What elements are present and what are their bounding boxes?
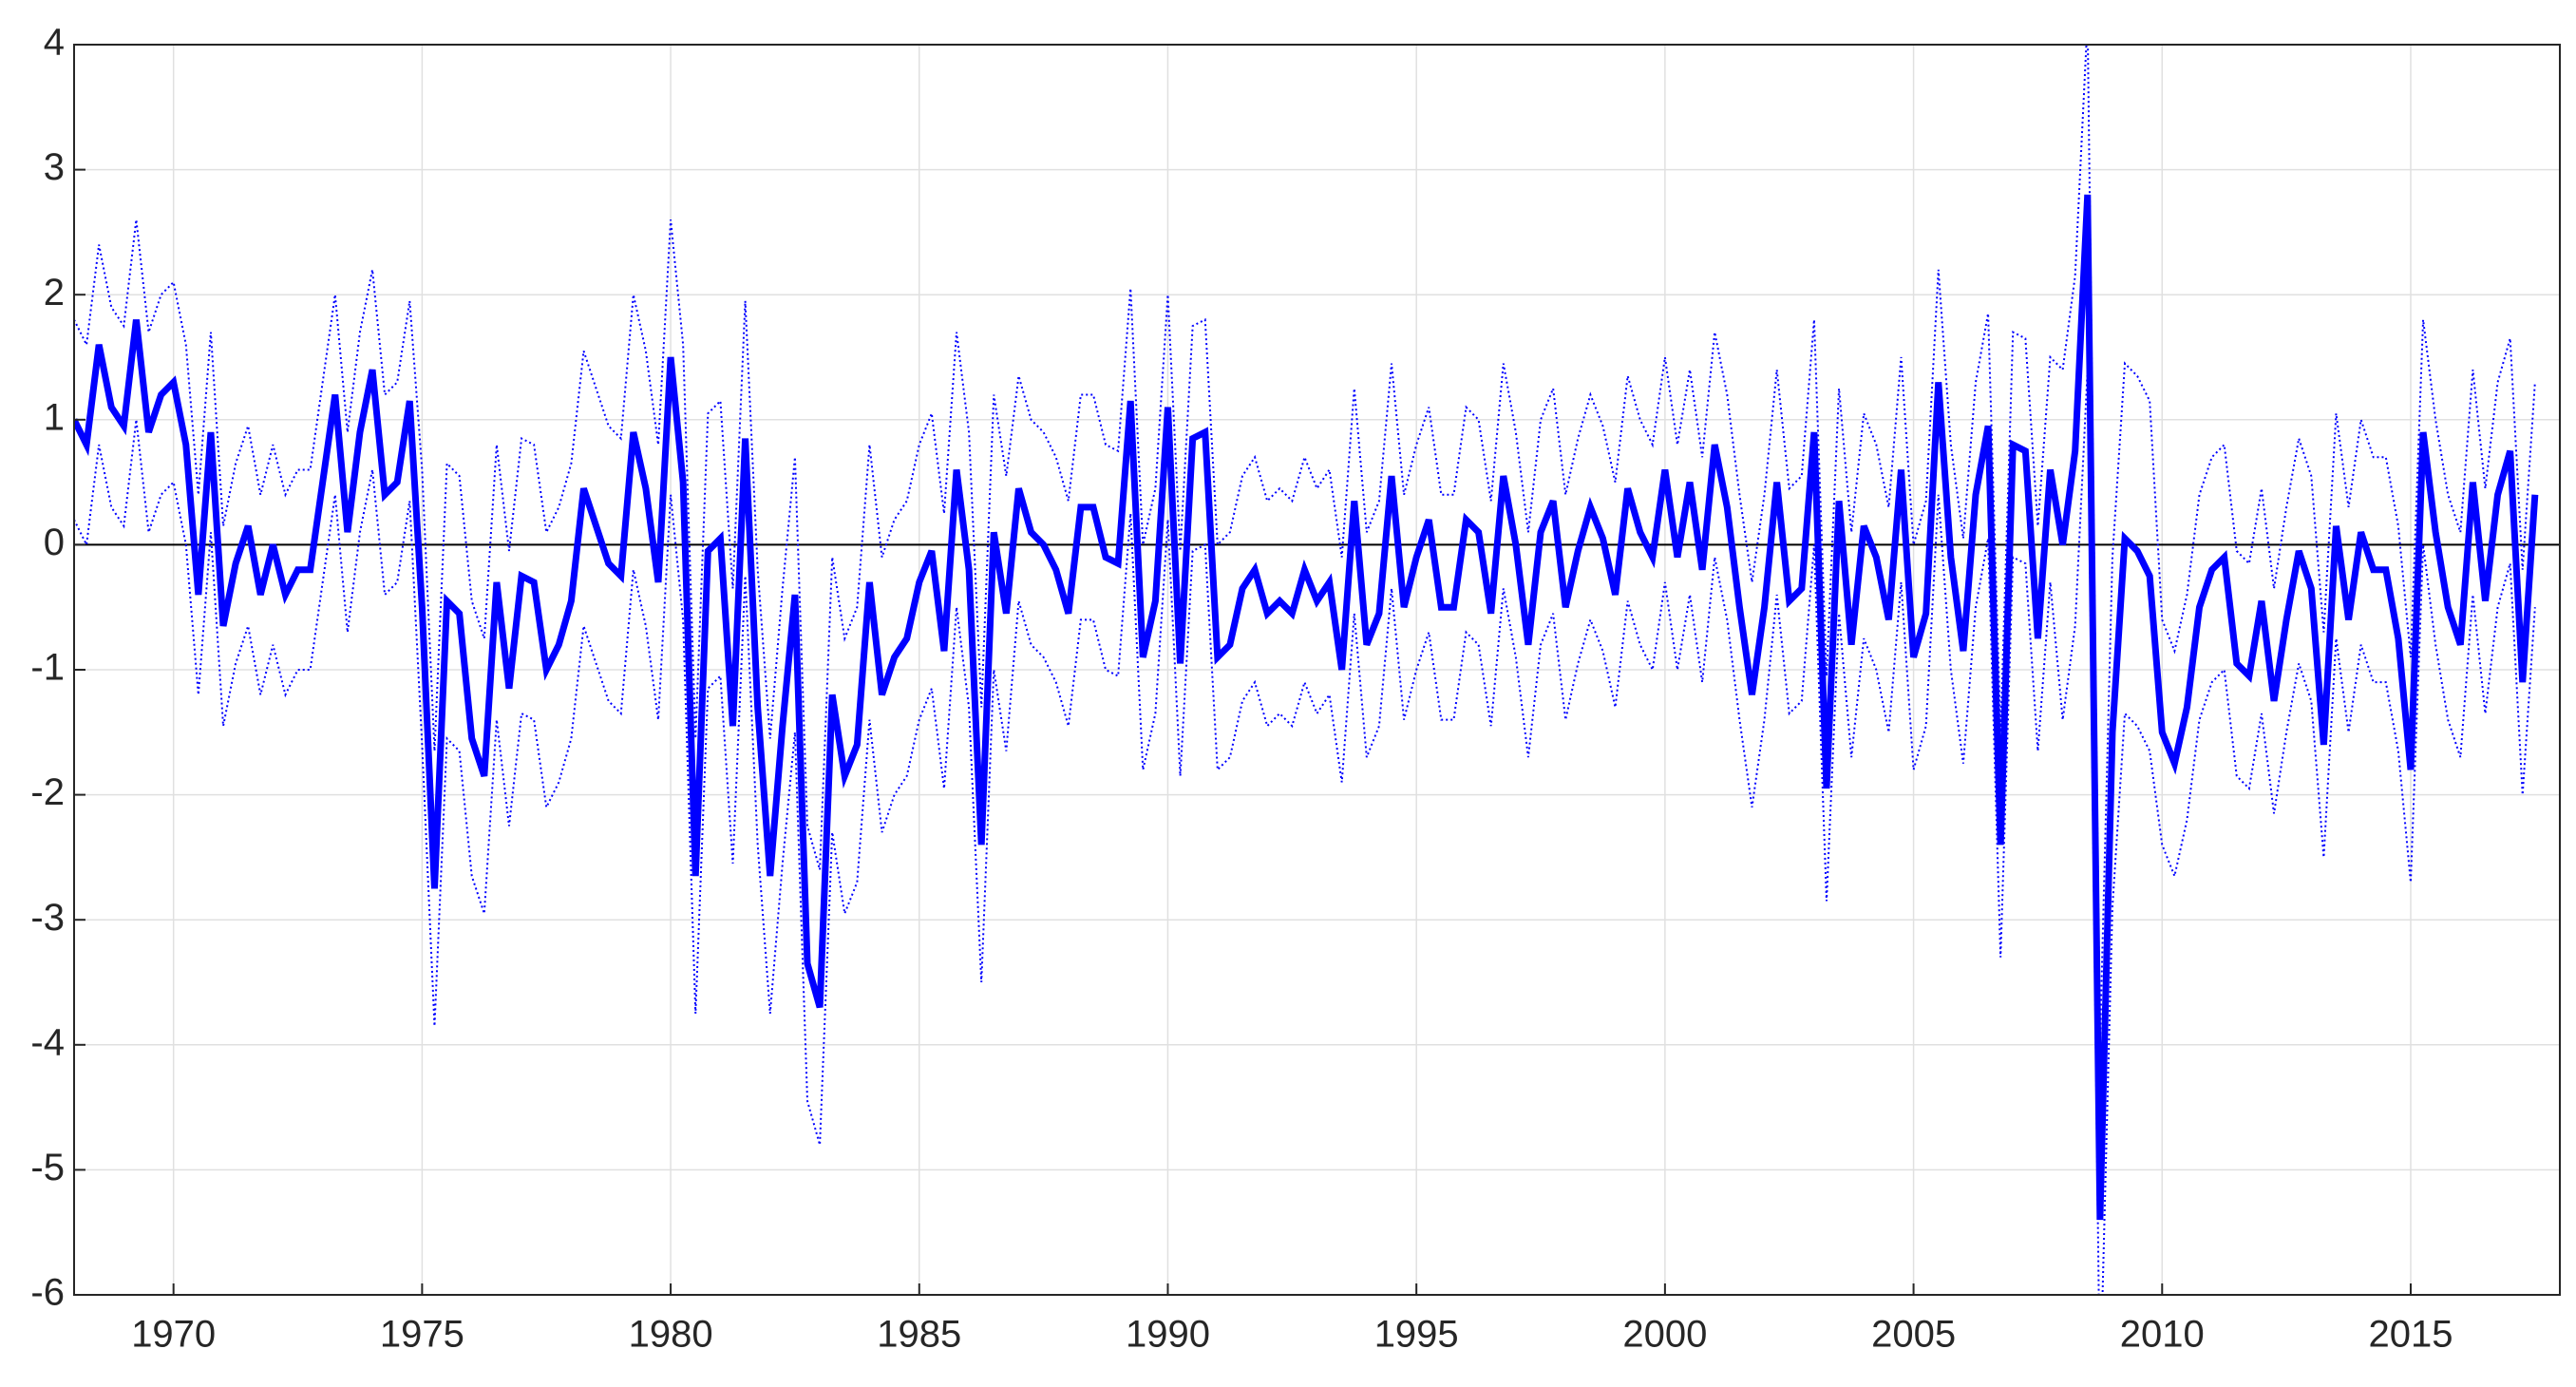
x-tick-label: 1985 (877, 1314, 961, 1356)
y-tick-label: 4 (44, 22, 65, 64)
y-tick-label: 3 (44, 146, 65, 188)
y-tick-label: 1 (44, 396, 65, 438)
x-tick-label: 2005 (1871, 1314, 1956, 1356)
x-tick-label: 1980 (629, 1314, 713, 1356)
y-tick-label: -2 (30, 771, 65, 813)
band-line (74, 45, 2536, 1045)
y-tick-label: -4 (30, 1021, 65, 1063)
x-tick-label: 1990 (1126, 1314, 1210, 1356)
x-tick-label: 2000 (1622, 1314, 1707, 1356)
x-tick-label: 1995 (1374, 1314, 1459, 1356)
y-tick-label: -5 (30, 1147, 65, 1188)
x-tick-label: 1975 (380, 1314, 464, 1356)
y-tick-label: -6 (30, 1272, 65, 1314)
y-tick-label: 2 (44, 272, 65, 314)
y-tick-label: -3 (30, 897, 65, 939)
series-line (74, 194, 2539, 1221)
y-tick-label: 0 (44, 522, 65, 563)
x-tick-label: 2010 (2120, 1314, 2205, 1356)
x-tick-label: 1970 (131, 1314, 216, 1356)
x-tick-label: 2015 (2368, 1314, 2453, 1356)
plot-area (74, 45, 2560, 1295)
tick-labels: -6 -5 -4 -3 -2 -1 0 1 2 3 4 1970 1975 1980 1985 1990 199… (30, 22, 2453, 1356)
y-tick-label: -1 (30, 647, 65, 689)
